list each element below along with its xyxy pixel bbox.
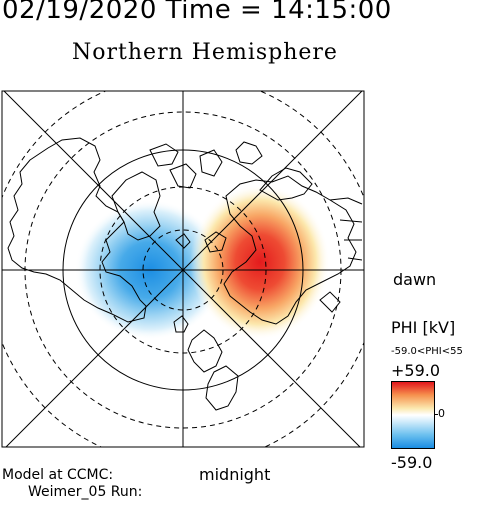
meridian-line <box>5 91 363 447</box>
colorbar-zero-tick <box>434 414 438 415</box>
dawn-label: dawn <box>393 270 437 289</box>
midnight-label: midnight <box>199 465 271 484</box>
polar-potential-map <box>1 90 365 448</box>
model-label: Model at CCMC: <box>2 467 114 483</box>
colorbar-max-label: +59.0 <box>391 361 441 380</box>
colorbar-zero-label: 0 <box>438 407 445 420</box>
colorbar-title: PHI [kV] <box>391 318 456 337</box>
positive-potential-cell <box>190 184 330 340</box>
run-label: Weimer_05 Run: <box>28 484 143 500</box>
colorbar-range: -59.0<PHI<55 <box>391 346 463 357</box>
hemisphere-title: Northern Hemisphere <box>72 40 338 65</box>
coastlines <box>7 137 363 411</box>
date-time-title: 02/19/2020 Time = 14:15:00 <box>2 0 392 25</box>
colorbar-min-label: -59.0 <box>391 453 433 472</box>
colorbar <box>391 381 435 449</box>
